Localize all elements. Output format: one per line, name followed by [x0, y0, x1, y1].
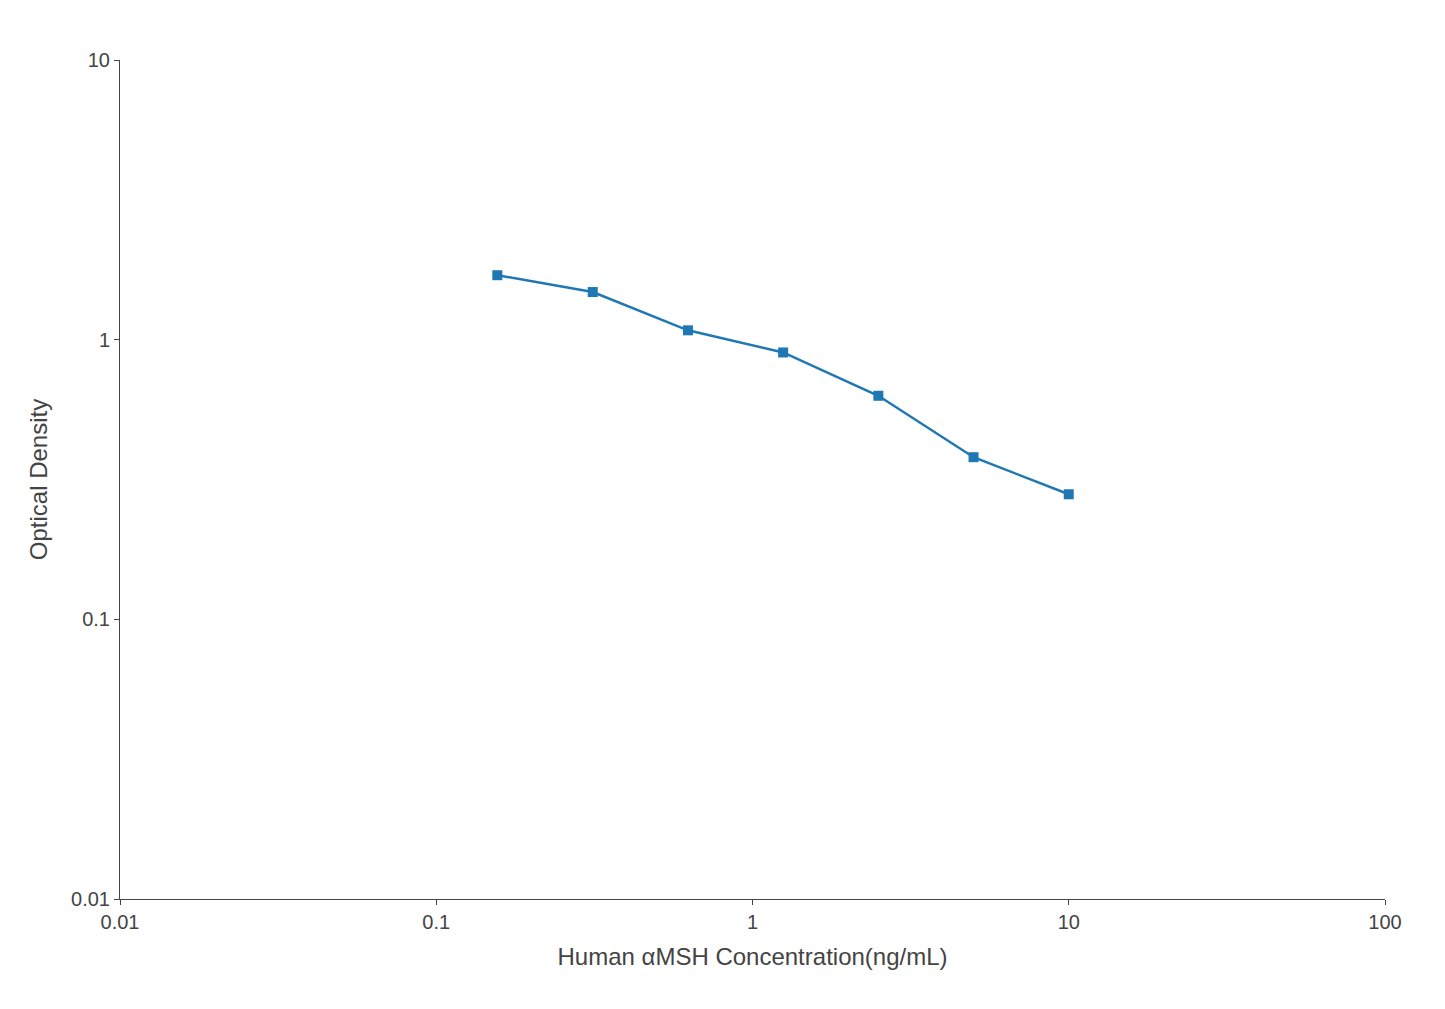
- svg-text:0.01: 0.01: [71, 888, 110, 910]
- svg-text:0.01: 0.01: [101, 911, 140, 933]
- svg-text:Optical Density: Optical Density: [25, 399, 52, 560]
- svg-text:0.1: 0.1: [82, 608, 110, 630]
- svg-text:0.1: 0.1: [422, 911, 450, 933]
- svg-text:Human αMSH Concentration(ng/mL: Human αMSH Concentration(ng/mL): [557, 943, 947, 970]
- svg-text:10: 10: [1058, 911, 1080, 933]
- svg-text:100: 100: [1368, 911, 1401, 933]
- svg-text:1: 1: [99, 329, 110, 351]
- svg-text:1: 1: [747, 911, 758, 933]
- svg-text:10: 10: [88, 49, 110, 71]
